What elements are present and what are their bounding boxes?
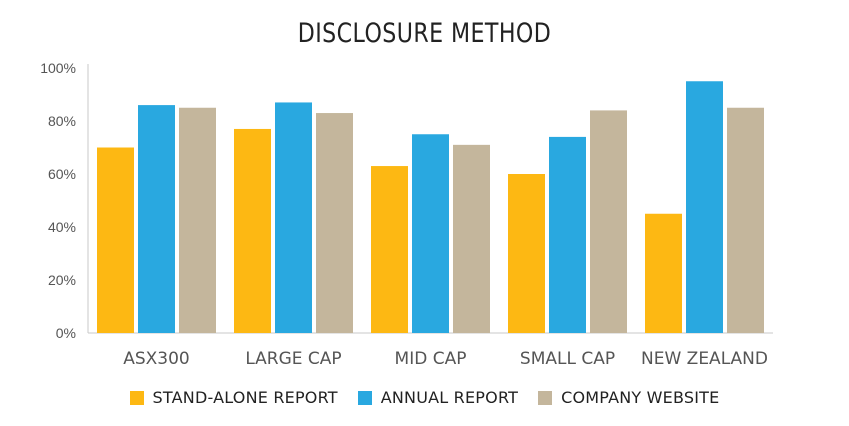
x-category-label: ASX300 [123, 349, 190, 369]
x-category-label: LARGE CAP [245, 349, 341, 369]
legend-item: STAND-ALONE REPORT [129, 388, 338, 407]
legend-label: COMPANY WEBSITE [561, 388, 720, 407]
y-tick-label: 0% [56, 325, 76, 341]
bar-stand-alone-report [97, 147, 134, 333]
chart-title: DISCLOSURE METHOD [297, 18, 552, 49]
legend: STAND-ALONE REPORT ANNUAL REPORT COMPANY W… [0, 388, 849, 407]
legend-item: ANNUAL REPORT [357, 388, 519, 407]
bar-company-website [179, 107, 216, 333]
bar-chart: 0% 20% 40% 60% 80% 100% ASX300 LARGE CAP MID CAP… [40, 60, 773, 369]
bar-stand-alone-report [645, 213, 682, 333]
x-category-label: SMALL CAP [520, 349, 615, 369]
y-tick-label: 100% [40, 60, 76, 76]
bar-stand-alone-report [234, 128, 271, 333]
y-tick-label: 80% [48, 113, 76, 129]
bar-stand-alone-report [508, 174, 545, 333]
bar-company-website [727, 107, 764, 333]
x-category-label: MID CAP [395, 349, 467, 369]
bar-annual-report [138, 105, 175, 333]
legend-label: ANNUAL REPORT [380, 388, 519, 407]
bar-annual-report [412, 134, 449, 333]
bar-company-website [316, 113, 353, 333]
bar-stand-alone-report [371, 166, 408, 333]
bar-annual-report [686, 81, 723, 333]
legend-label: STAND-ALONE REPORT [152, 388, 338, 407]
bar-company-website [453, 144, 490, 333]
x-category-label: NEW ZEALAND [641, 349, 768, 369]
y-tick-label: 20% [48, 272, 76, 288]
legend-item: COMPANY WEBSITE [538, 388, 719, 407]
y-tick-label: 40% [48, 219, 76, 235]
bar-annual-report [275, 102, 312, 333]
legend-swatch [357, 390, 372, 405]
bar-annual-report [549, 136, 586, 333]
legend-swatch [538, 390, 553, 405]
legend-swatch [129, 390, 144, 405]
y-tick-label: 60% [48, 166, 76, 182]
bar-company-website [590, 110, 627, 334]
